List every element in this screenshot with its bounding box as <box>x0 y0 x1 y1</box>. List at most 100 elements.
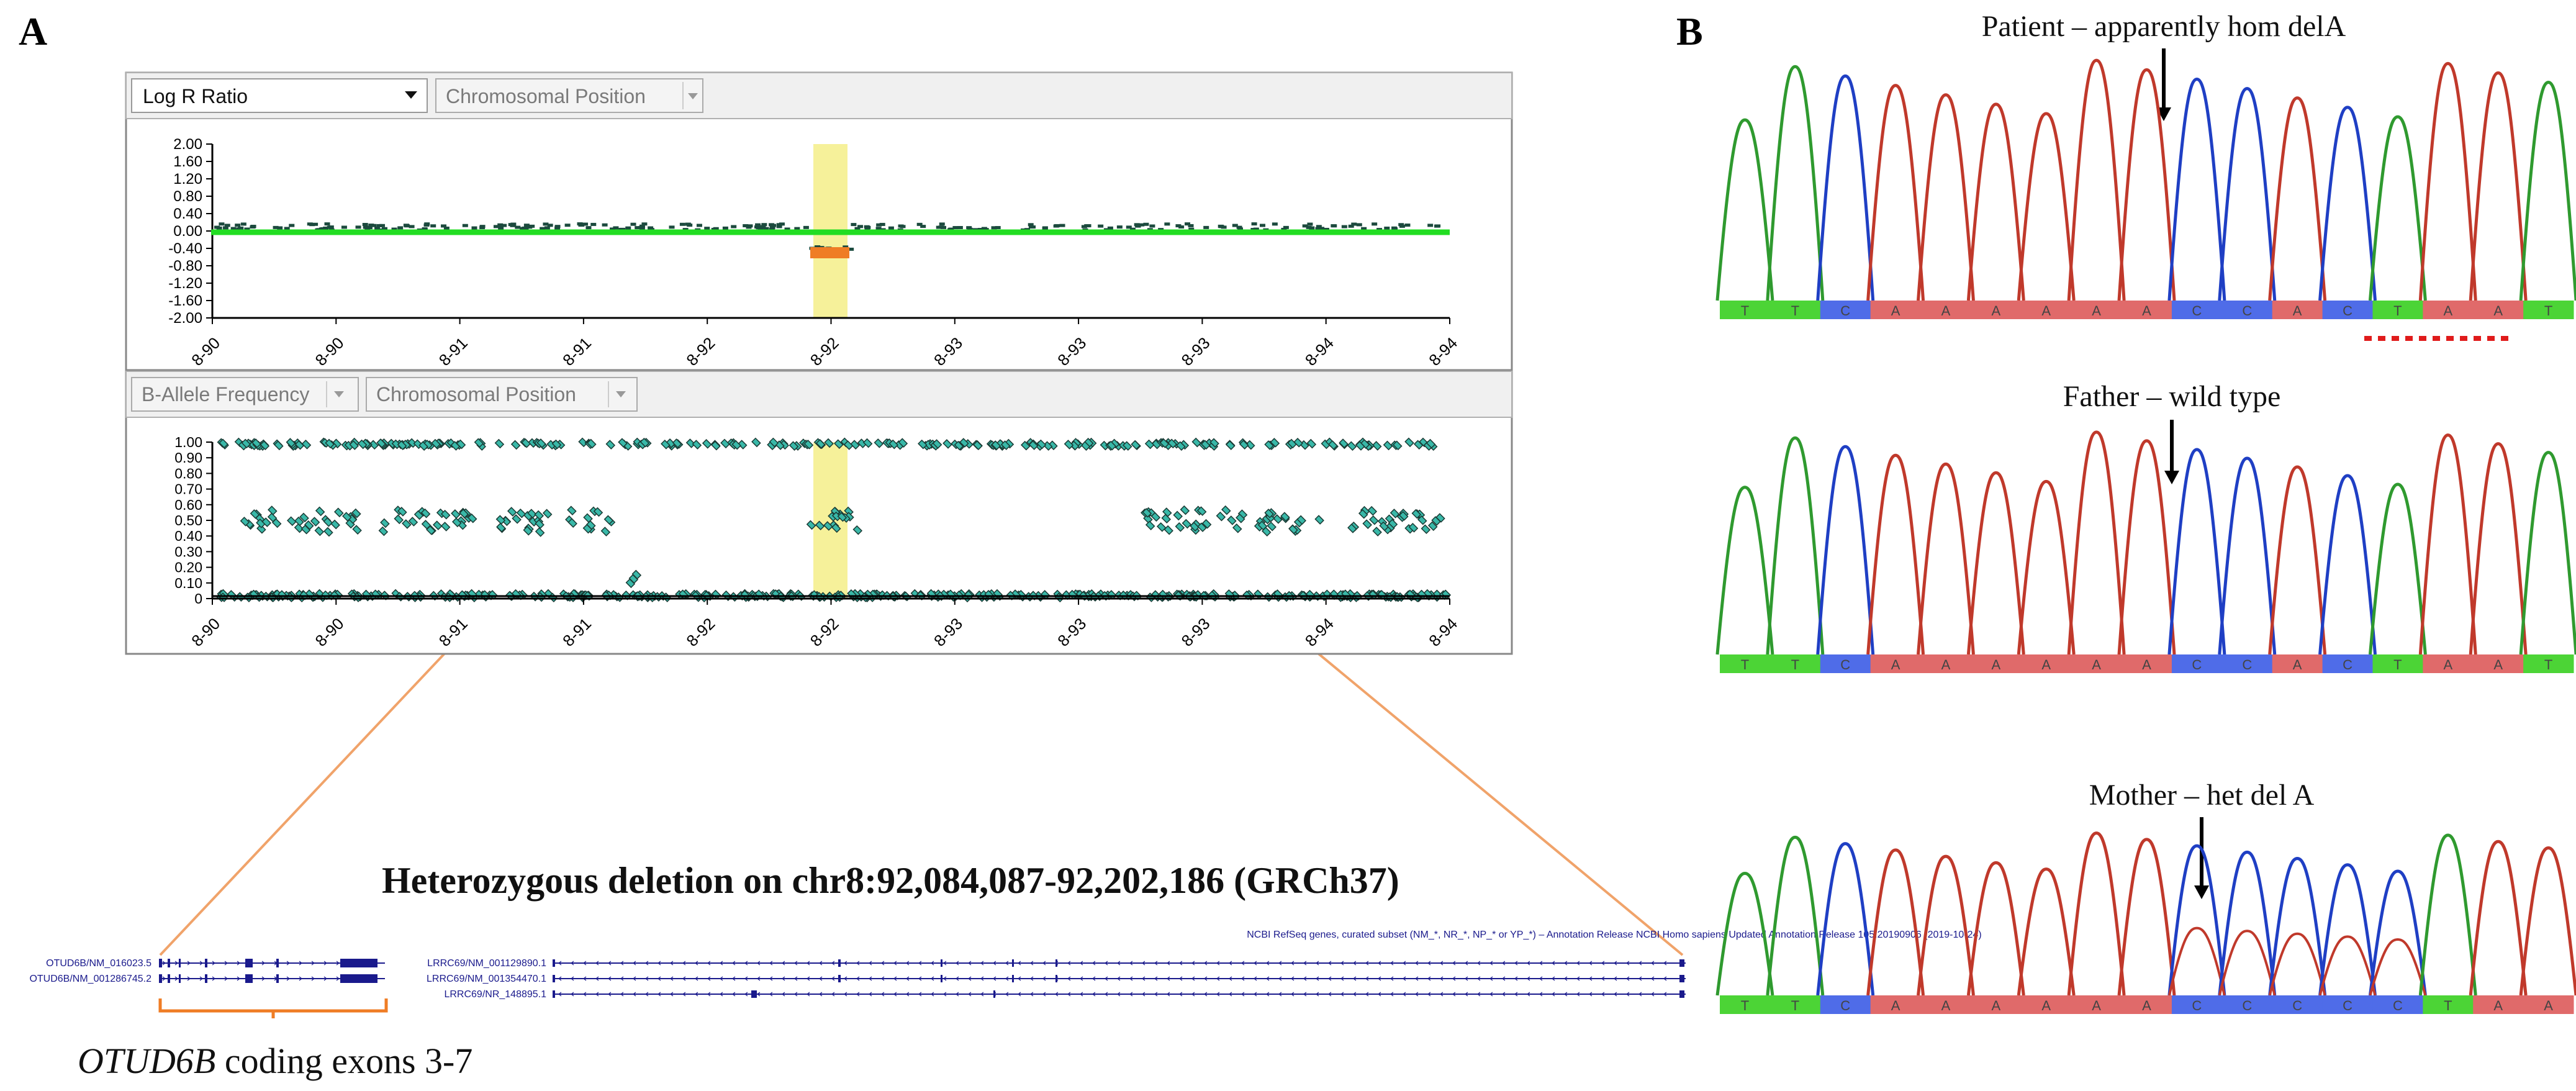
base-call-label: A <box>1891 998 1900 1013</box>
baf-point <box>352 525 362 535</box>
baf-point <box>1328 440 1338 450</box>
trace-peak <box>2067 430 2126 655</box>
baf-dropdown[interactable]: B-Allele Frequency <box>131 377 359 412</box>
strand-arrow <box>645 992 649 997</box>
trace-peak <box>1966 861 2025 996</box>
lrr-point <box>746 225 752 229</box>
strand-arrow <box>1316 976 1319 981</box>
trace-peak <box>1917 854 1975 996</box>
strand-arrow <box>670 992 674 997</box>
lrr-axis-dropdown[interactable]: Chromosomal Position <box>435 78 703 113</box>
y-tick-label: 0.00 <box>173 223 202 240</box>
baf-axis-dropdown[interactable]: Chromosomal Position <box>366 377 638 412</box>
baf-point <box>1372 441 1382 451</box>
baf-point <box>824 438 834 448</box>
strand-arrow <box>261 976 265 981</box>
baf-point <box>1393 440 1403 451</box>
baf-point <box>823 521 833 531</box>
strand-arrow <box>831 976 835 981</box>
strand-arrow <box>831 992 835 997</box>
baf-point <box>831 523 841 533</box>
trace-peak <box>1866 84 1925 301</box>
base-call-label: C <box>2242 303 2252 319</box>
strand-arrow <box>682 992 686 997</box>
base-call-box <box>1820 654 1871 673</box>
lrr-point <box>1319 227 1325 230</box>
strand-arrow <box>1030 992 1034 997</box>
strand-arrow <box>1291 976 1295 981</box>
strand-arrow <box>373 961 377 966</box>
trace-peak <box>2218 87 2277 301</box>
strand-arrow <box>1502 976 1506 981</box>
lrr-point <box>1139 223 1145 227</box>
lrr-point <box>479 225 486 229</box>
exon-block <box>1055 959 1057 967</box>
lrr-point <box>1236 225 1242 229</box>
strand-arrow <box>274 976 278 981</box>
exon-block <box>838 975 841 982</box>
lrr-point <box>938 225 944 229</box>
base-call-box <box>1720 301 1771 319</box>
base-call-box <box>1769 995 1821 1014</box>
arrow-down-icon <box>2164 471 2179 484</box>
lrr-dropdown[interactable]: Log R Ratio <box>131 78 428 113</box>
base-call-label: C <box>2192 998 2202 1013</box>
strand-arrow <box>199 961 203 966</box>
baf-point <box>1227 515 1237 525</box>
strand-arrow <box>1266 976 1270 981</box>
strand-arrow <box>299 961 302 966</box>
baf-point <box>789 441 799 451</box>
lrr-point <box>1306 225 1312 229</box>
baf-point <box>898 438 908 448</box>
baf-point <box>323 527 333 537</box>
baf-point <box>850 440 860 450</box>
baf-point <box>1020 440 1031 451</box>
baf-point <box>1367 505 1378 516</box>
base-call-box <box>2473 654 2524 673</box>
strand-arrow <box>881 992 885 997</box>
strand-arrow <box>1291 992 1295 997</box>
trace-peak <box>2117 439 2176 655</box>
strand-arrow <box>1601 961 1605 966</box>
strand-arrow <box>732 992 736 997</box>
lrr-point <box>779 222 785 226</box>
chevron-down-icon <box>688 93 698 99</box>
baf-point <box>1408 523 1419 533</box>
strand-arrow <box>1303 976 1307 981</box>
strand-arrow <box>1278 961 1282 966</box>
baf-point <box>431 438 441 449</box>
base-call-label: A <box>2493 657 2503 672</box>
baf-point <box>349 440 359 450</box>
strand-arrow <box>571 976 574 981</box>
lrr-point <box>776 225 782 229</box>
trace-peak <box>2167 77 2226 301</box>
strand-arrow <box>1552 961 1555 966</box>
baf-point <box>751 437 761 448</box>
strand-arrow <box>1042 961 1046 966</box>
lrr-point <box>216 226 222 230</box>
baf-point <box>256 524 266 534</box>
strand-arrow <box>782 961 785 966</box>
base-call-box <box>2171 995 2223 1014</box>
strand-arrow <box>993 992 997 997</box>
strand-arrow <box>1092 992 1096 997</box>
baf-point <box>219 438 228 448</box>
lrr-point <box>618 227 625 231</box>
trace-peak <box>2469 840 2528 996</box>
strand-arrow <box>373 976 377 981</box>
strand-arrow <box>1030 961 1034 966</box>
base-call-box <box>2372 995 2423 1014</box>
base-call-box <box>2122 301 2172 319</box>
baf-point <box>1239 440 1249 450</box>
lrr-point <box>1218 225 1224 229</box>
lrr-point <box>1251 222 1257 226</box>
y-tick-label: 1.20 <box>173 171 202 188</box>
trace-peak <box>2017 867 2076 996</box>
lrr-point <box>641 222 648 226</box>
baf-point <box>323 517 333 527</box>
strand-arrow <box>212 961 215 966</box>
strand-arrow <box>1067 976 1071 981</box>
lrr-point <box>704 227 710 230</box>
lrr-point <box>1372 222 1378 226</box>
baf-point <box>639 437 650 448</box>
